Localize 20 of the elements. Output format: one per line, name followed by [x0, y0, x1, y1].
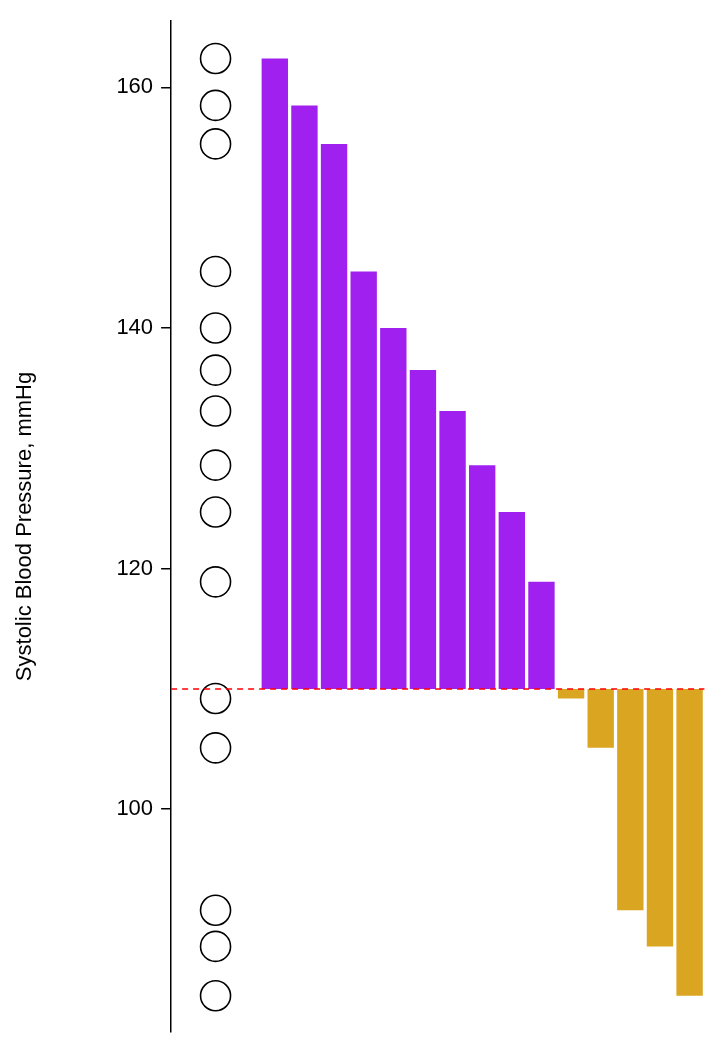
bar	[469, 465, 496, 689]
bar	[676, 688, 703, 996]
bar	[557, 688, 585, 699]
bar	[261, 58, 288, 689]
bar	[320, 143, 348, 689]
bar	[587, 688, 614, 748]
bar	[646, 688, 674, 947]
bar	[617, 688, 644, 911]
bar	[409, 370, 437, 689]
bar	[350, 271, 377, 689]
y-tick-label: 120	[116, 554, 154, 580]
bar	[291, 105, 318, 689]
y-tick-label: 100	[116, 795, 154, 821]
bar	[498, 512, 526, 689]
bar	[528, 581, 555, 689]
y-tick-label: 140	[116, 314, 154, 340]
bar	[439, 411, 466, 689]
y-axis-title: Systolic Blood Pressure, mmHg	[11, 371, 37, 682]
bar	[380, 327, 407, 689]
y-tick-label: 160	[116, 73, 154, 99]
